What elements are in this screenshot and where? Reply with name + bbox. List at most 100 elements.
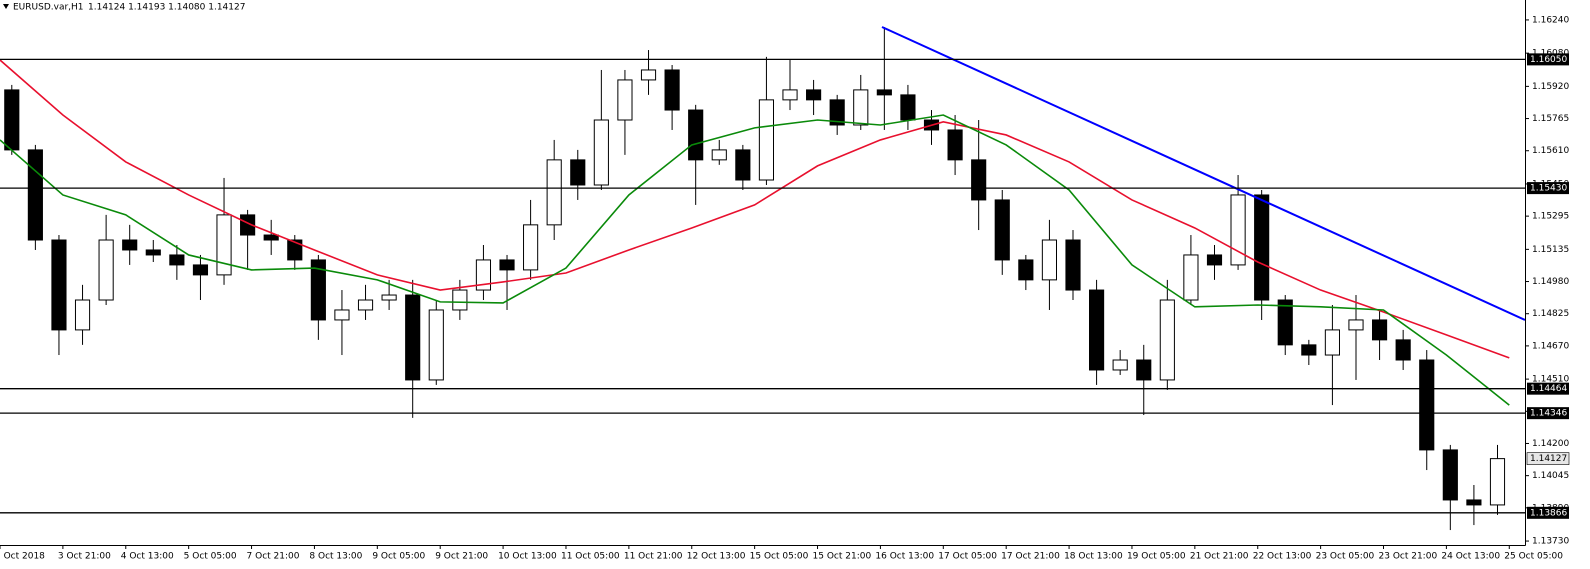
x-tick-label: 10 Oct 13:00 xyxy=(498,552,557,562)
candle-body xyxy=(640,69,657,81)
x-tick-label: 24 Oct 13:00 xyxy=(1441,552,1500,562)
candle-body xyxy=(192,264,209,276)
y-tick-label: 1.14045 xyxy=(1532,471,1569,481)
candle-body xyxy=(27,149,43,241)
x-tick-label: 3 Oct 2018 xyxy=(0,552,45,562)
y-tick-label: 1.14980 xyxy=(1532,277,1569,287)
x-tick-label: 8 Oct 13:00 xyxy=(309,552,362,562)
candle-body xyxy=(1230,194,1246,266)
candle-body xyxy=(310,259,326,321)
candle-body xyxy=(405,294,421,381)
candle-body xyxy=(169,254,185,266)
candle-body xyxy=(357,299,374,311)
candle-body xyxy=(1301,344,1317,356)
candle-body xyxy=(263,234,279,241)
x-tick-label: 23 Oct 21:00 xyxy=(1379,552,1438,562)
level-label: 1.15430 xyxy=(1530,184,1567,194)
menu-arrow[interactable] xyxy=(3,4,9,9)
candle-body xyxy=(334,309,350,321)
x-tick-label: 11 Oct 21:00 xyxy=(624,552,683,562)
level-label-box xyxy=(1527,53,1569,66)
candle-body xyxy=(971,159,987,201)
x-tick-label: 15 Oct 05:00 xyxy=(750,552,809,562)
x-tick-label: 22 Oct 13:00 xyxy=(1253,552,1312,562)
y-tick-label: 1.13730 xyxy=(1532,537,1569,547)
candle-body xyxy=(1466,499,1482,506)
candle-body xyxy=(287,239,303,261)
level-label: 1.14346 xyxy=(1530,409,1567,419)
candle-body xyxy=(1018,259,1034,281)
candle-body xyxy=(1136,359,1152,381)
y-tick-label: 1.16240 xyxy=(1532,15,1569,25)
candle-body xyxy=(499,259,515,271)
candle-body xyxy=(782,89,798,101)
candle-body xyxy=(51,239,67,331)
candle-body xyxy=(1089,289,1105,371)
candle-body xyxy=(876,89,892,96)
candle-body xyxy=(806,89,822,101)
y-tick-label: 1.15920 xyxy=(1532,82,1569,92)
x-tick-label: 17 Oct 05:00 xyxy=(938,552,997,562)
candle-body xyxy=(1442,449,1458,501)
x-tick-label: 21 Oct 21:00 xyxy=(1190,552,1249,562)
candle-body xyxy=(216,214,232,276)
x-tick-label: 16 Oct 13:00 xyxy=(875,552,934,562)
trendline xyxy=(881,26,1526,321)
candle-body xyxy=(664,69,680,111)
candle-body xyxy=(4,89,20,151)
candle-body xyxy=(853,89,869,126)
candle-body xyxy=(1324,329,1340,356)
candle-body xyxy=(1254,194,1270,301)
candle-body xyxy=(735,149,751,181)
candle-body xyxy=(1183,254,1199,301)
candle-body xyxy=(1395,339,1411,361)
last-price-label: 1.14127 xyxy=(1530,454,1567,464)
candle-body xyxy=(994,199,1010,261)
moving-average xyxy=(0,59,1510,359)
candle-body xyxy=(1041,239,1057,281)
candle-body xyxy=(1419,359,1435,451)
candle-body xyxy=(900,94,916,121)
y-tick-label: 1.14670 xyxy=(1532,341,1569,351)
level-label: 1.14464 xyxy=(1530,384,1567,394)
candle-body xyxy=(570,159,586,186)
candle-body xyxy=(688,109,704,161)
x-tick-label: 5 Oct 05:00 xyxy=(184,552,237,562)
x-tick-label: 7 Oct 21:00 xyxy=(247,552,300,562)
candle-body xyxy=(1277,299,1293,346)
candle-body xyxy=(617,79,633,121)
candle-body xyxy=(1065,239,1081,291)
y-tick-label: 1.15135 xyxy=(1532,245,1569,255)
y-tick-label: 1.15765 xyxy=(1532,114,1569,124)
x-tick-label: 9 Oct 05:00 xyxy=(372,552,425,562)
candle-body xyxy=(98,239,114,301)
candle-body xyxy=(74,299,91,331)
candle-body xyxy=(145,249,161,256)
candle-body xyxy=(452,289,468,311)
candle-body xyxy=(947,129,963,161)
level-label-box xyxy=(1527,506,1569,519)
x-tick-label: 18 Oct 13:00 xyxy=(1064,552,1123,562)
candle-body xyxy=(1206,254,1223,266)
x-tick-label: 12 Oct 13:00 xyxy=(687,552,746,562)
candle-body xyxy=(1489,458,1506,506)
x-tick-label: 11 Oct 05:00 xyxy=(561,552,620,562)
candle-body xyxy=(428,309,444,381)
candle-body xyxy=(1372,319,1388,341)
candle-body xyxy=(546,159,562,226)
candle-body xyxy=(711,149,727,161)
level-label: 1.13866 xyxy=(1530,508,1567,518)
x-tick-label: 9 Oct 21:00 xyxy=(435,552,488,562)
candle-body xyxy=(829,99,845,126)
x-tick-label: 4 Oct 13:00 xyxy=(121,552,174,562)
candle-body xyxy=(240,214,256,236)
candle-body xyxy=(523,224,539,271)
x-tick-label: 3 Oct 21:00 xyxy=(58,552,111,562)
candle-body xyxy=(1112,359,1128,371)
candle-body xyxy=(122,239,138,251)
plot-area xyxy=(0,26,1526,531)
last-price-box xyxy=(1526,452,1570,465)
x-tick-label: 17 Oct 21:00 xyxy=(1001,552,1060,562)
